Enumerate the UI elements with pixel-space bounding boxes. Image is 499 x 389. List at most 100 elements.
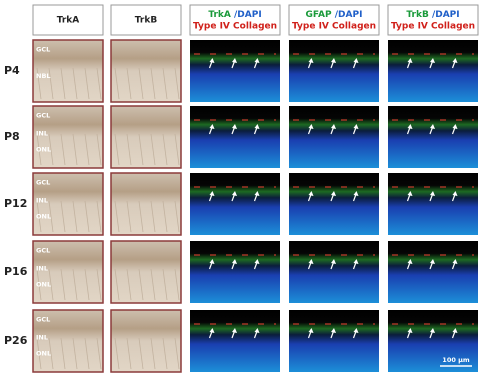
texture bbox=[72, 133, 78, 166]
texture bbox=[60, 133, 66, 166]
texture bbox=[36, 200, 42, 233]
arrow-head bbox=[430, 259, 435, 264]
texture bbox=[150, 268, 156, 301]
arrow-head bbox=[308, 58, 314, 63]
texture bbox=[126, 67, 132, 100]
arrow-head bbox=[353, 191, 359, 196]
fluorescence-panel bbox=[289, 173, 379, 235]
arrow-head bbox=[209, 191, 215, 196]
texture bbox=[36, 268, 42, 301]
texture bbox=[96, 200, 102, 233]
arrow-head bbox=[254, 124, 260, 129]
texture bbox=[84, 268, 90, 301]
fluorescence-panel bbox=[190, 310, 280, 372]
arrow-head bbox=[331, 191, 336, 196]
scale-bar-label: 100 µm bbox=[442, 356, 470, 364]
fluorescence-panel bbox=[190, 40, 280, 102]
texture bbox=[48, 200, 54, 233]
fluorescence-panel bbox=[388, 173, 478, 235]
arrow-head bbox=[209, 124, 215, 129]
layer-label: NBL bbox=[36, 72, 51, 80]
column-title: TrkB /DAPI bbox=[406, 10, 459, 20]
texture bbox=[150, 200, 156, 233]
arrow-head bbox=[308, 124, 314, 129]
fluorescence-panel bbox=[388, 40, 478, 102]
texture bbox=[84, 133, 90, 166]
arrow-head bbox=[407, 259, 413, 264]
layer-label: INL bbox=[36, 196, 48, 204]
arrow-head bbox=[452, 58, 458, 63]
marker: GFAP bbox=[306, 10, 332, 20]
texture bbox=[60, 268, 66, 301]
texture bbox=[138, 133, 144, 166]
texture bbox=[60, 337, 66, 370]
row-label: P16 bbox=[4, 265, 28, 278]
header-box bbox=[288, 4, 380, 36]
texture bbox=[174, 200, 180, 233]
arrow-head bbox=[353, 259, 359, 264]
texture bbox=[150, 133, 156, 166]
texture bbox=[84, 200, 90, 233]
texture bbox=[114, 133, 120, 166]
arrow-head bbox=[232, 58, 237, 63]
layer-label: INL bbox=[36, 264, 48, 272]
texture bbox=[138, 268, 144, 301]
texture bbox=[150, 337, 156, 370]
brightfield-panel bbox=[110, 105, 182, 169]
collagen: Type IV Collagen bbox=[193, 22, 277, 32]
arrow-head bbox=[452, 124, 458, 129]
arrow-head bbox=[331, 124, 336, 129]
texture bbox=[150, 67, 156, 100]
arrow-head bbox=[407, 58, 413, 63]
fluorescence-panel bbox=[289, 241, 379, 303]
texture bbox=[60, 67, 66, 100]
arrow-head bbox=[430, 328, 435, 333]
arrow-head bbox=[353, 58, 359, 63]
texture bbox=[72, 67, 78, 100]
brightfield-panel bbox=[110, 240, 182, 304]
header-box bbox=[110, 4, 182, 36]
fluorescence-panel bbox=[190, 106, 280, 168]
layer-label: ONL bbox=[36, 212, 51, 220]
collagen: Type IV Collagen bbox=[292, 22, 376, 32]
texture bbox=[126, 200, 132, 233]
arrow-head bbox=[209, 259, 215, 264]
texture bbox=[162, 200, 168, 233]
texture bbox=[174, 337, 180, 370]
layer-label: ONL bbox=[36, 280, 51, 288]
layer-label: GCL bbox=[36, 178, 50, 186]
texture bbox=[48, 268, 54, 301]
texture bbox=[162, 67, 168, 100]
brightfield-panel bbox=[32, 172, 104, 236]
arrow-head bbox=[209, 328, 215, 333]
texture bbox=[96, 67, 102, 100]
row-label: P12 bbox=[4, 197, 27, 210]
row-label: P26 bbox=[4, 334, 28, 347]
fluorescence-panel bbox=[190, 241, 280, 303]
fluorescence-panel bbox=[289, 40, 379, 102]
layer-label: GCL bbox=[36, 246, 50, 254]
brightfield-panel bbox=[32, 309, 104, 373]
fluorescence-panel bbox=[289, 106, 379, 168]
layer-label: INL bbox=[36, 333, 48, 341]
arrow-head bbox=[232, 124, 237, 129]
arrow-head bbox=[254, 191, 260, 196]
header-box bbox=[189, 4, 281, 36]
arrow-head bbox=[331, 259, 336, 264]
column-title: TrkA bbox=[57, 16, 80, 26]
arrow-head bbox=[430, 58, 435, 63]
arrow-head bbox=[353, 328, 359, 333]
texture bbox=[138, 200, 144, 233]
texture bbox=[48, 67, 54, 100]
texture bbox=[174, 268, 180, 301]
fluorescence-panel bbox=[289, 310, 379, 372]
texture bbox=[48, 337, 54, 370]
texture bbox=[162, 268, 168, 301]
layer-label: ONL bbox=[36, 145, 51, 153]
header-box bbox=[387, 4, 479, 36]
arrow-head bbox=[430, 124, 435, 129]
texture bbox=[114, 337, 120, 370]
arrow-head bbox=[209, 58, 215, 63]
marker: TrkB bbox=[406, 10, 429, 20]
